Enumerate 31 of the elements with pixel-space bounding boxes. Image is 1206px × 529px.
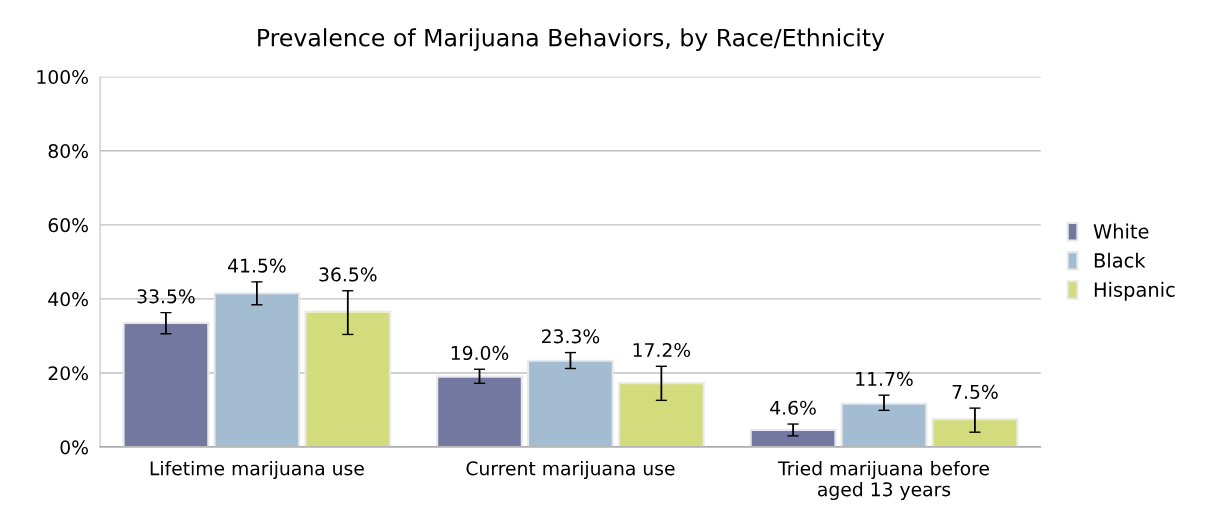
data-label: 4.6% — [770, 400, 816, 415]
data-label: 17.2% — [633, 342, 691, 358]
y-tick-label: 100% — [37, 69, 88, 85]
y-tick-label: 40% — [48, 292, 88, 307]
bar — [931, 418, 1019, 447]
data-label: 11.7% — [856, 371, 913, 386]
bar — [527, 359, 614, 447]
bar — [436, 375, 523, 447]
chart-title: Prevalence of Marijuana Behaviors, by Race/Ethnicity — [258, 28, 885, 52]
x-tick-label: Tried marijuana before aged 13 years — [777, 460, 989, 501]
data-label: 33.5% — [137, 289, 195, 304]
legend-label: Black — [1094, 252, 1146, 268]
bar — [304, 310, 392, 447]
y-tick-label: 80% — [48, 143, 88, 159]
bar — [618, 382, 705, 447]
y-tick-label: 0% — [60, 440, 88, 455]
data-label: 41.5% — [228, 258, 286, 273]
bar — [213, 292, 301, 447]
x-tick-label: Current marijuana use — [466, 460, 675, 480]
bar — [840, 402, 928, 447]
data-label: 19.0% — [451, 345, 509, 361]
x-tick-label: Lifetime marijuana use — [150, 460, 364, 480]
data-label: 7.5% — [952, 384, 998, 399]
data-label: 23.3% — [542, 329, 600, 344]
y-tick-label: 60% — [48, 218, 88, 233]
data-label: 36.5% — [319, 267, 377, 282]
bar — [122, 321, 210, 447]
legend-label: Hispanic — [1094, 281, 1175, 301]
bar — [749, 428, 837, 447]
legend-label: White — [1093, 223, 1149, 239]
y-tick-label: 20% — [48, 366, 88, 381]
